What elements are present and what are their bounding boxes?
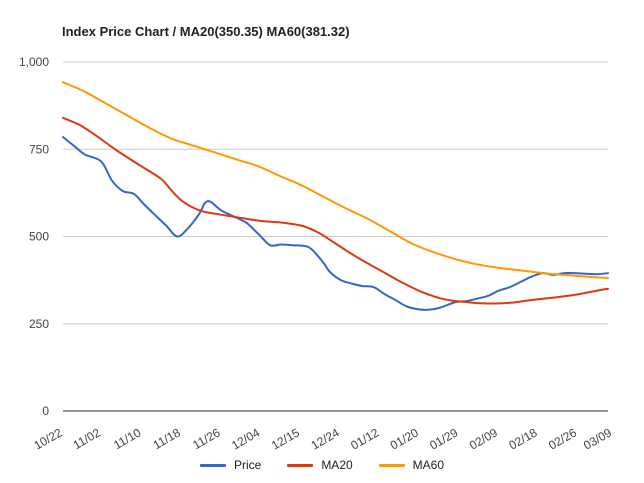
legend-swatch-price bbox=[199, 463, 226, 467]
legend-label-ma60: MA60 bbox=[412, 458, 445, 472]
y-tick-label: 0 bbox=[42, 404, 49, 418]
legend-label-ma20: MA20 bbox=[321, 458, 353, 472]
legend-swatch-ma60 bbox=[378, 463, 405, 467]
x-tick-label: 12/15 bbox=[269, 425, 302, 452]
legend-label-price: Price bbox=[233, 458, 262, 472]
x-tick-label: 02/18 bbox=[507, 425, 540, 452]
x-tick-label: 11/02 bbox=[71, 425, 104, 452]
x-tick-label: 03/09 bbox=[581, 425, 614, 452]
x-tick-label: 12/04 bbox=[229, 425, 262, 452]
y-tick-label: 250 bbox=[29, 317, 49, 331]
x-tick-label: 11/10 bbox=[111, 425, 144, 452]
series-line-price bbox=[62, 136, 609, 311]
x-tick-label: 01/29 bbox=[427, 425, 460, 452]
x-tick-label: 11/18 bbox=[151, 425, 184, 452]
legend-swatch-ma20 bbox=[287, 463, 314, 467]
series-line-ma60 bbox=[62, 81, 609, 279]
x-tick-label: 01/20 bbox=[388, 425, 421, 452]
x-tick-label: 10/22 bbox=[31, 425, 64, 452]
legend-item-ma60: MA60 bbox=[378, 458, 445, 472]
x-tick-label: 01/12 bbox=[348, 425, 381, 452]
y-tick-label: 500 bbox=[29, 230, 49, 244]
x-tick-label: 02/09 bbox=[467, 425, 500, 452]
x-tick-label: 02/26 bbox=[546, 425, 579, 452]
x-tick-label: 12/24 bbox=[309, 425, 342, 452]
x-tick-label: 11/26 bbox=[190, 425, 223, 452]
legend-item-price: Price bbox=[199, 458, 262, 472]
y-tick-label: 1,000 bbox=[19, 55, 49, 69]
y-tick-label: 750 bbox=[29, 142, 49, 156]
series-line-ma20 bbox=[62, 116, 609, 305]
chart-legend: Price MA20 MA60 bbox=[0, 458, 644, 472]
chart-title: Index Price Chart / MA20(350.35) MA60(38… bbox=[62, 24, 350, 39]
legend-item-ma20: MA20 bbox=[287, 458, 353, 472]
